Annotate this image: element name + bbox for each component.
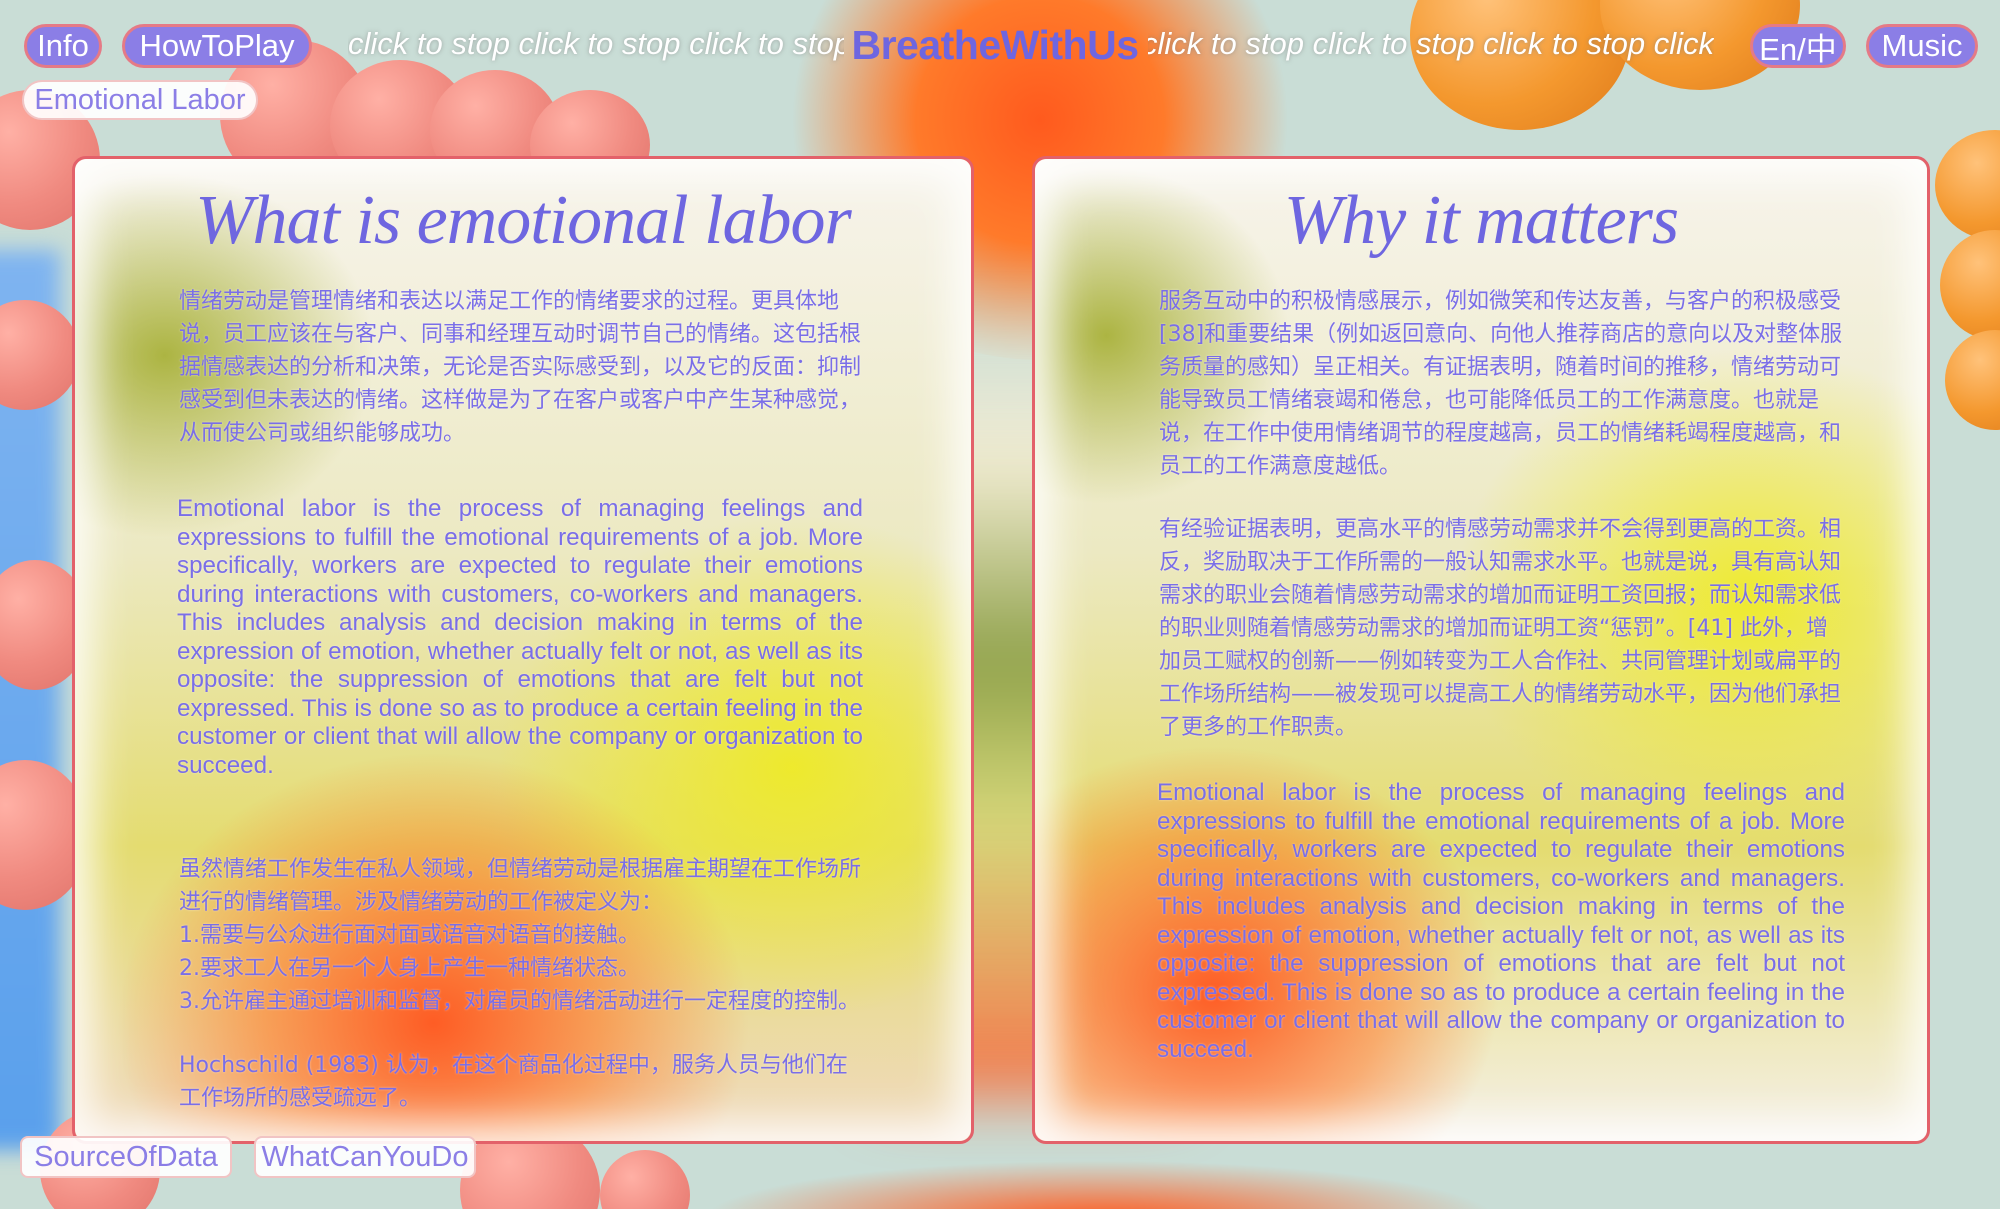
source-of-data-button[interactable]: SourceOfData	[20, 1136, 232, 1178]
why-it-matters-card: Why it matters 服务互动中的积极情感展示，例如微笑和传达友善，与客…	[1032, 156, 1930, 1144]
list-item: 1.需要与公众进行面对面或语音对语音的接触。	[179, 923, 640, 948]
pink-blob	[600, 1150, 690, 1209]
pink-blob	[0, 300, 80, 410]
music-button[interactable]: Music	[1866, 24, 1978, 68]
emotional-labor-button[interactable]: Emotional Labor	[22, 80, 258, 120]
howtoplay-button[interactable]: HowToPlay	[122, 24, 312, 68]
list-item: 2.要求工人在另一个人身上产生一种情绪状态。	[179, 956, 640, 981]
zh-intro-paragraph: 情绪劳动是管理情绪和表达以满足工作的情绪要求的过程。更具体地说，员工应该在与客户…	[179, 289, 862, 446]
brand-title: BreatheWithUs	[851, 22, 1139, 68]
card-gradient	[1035, 159, 1927, 1141]
card-gradient	[75, 159, 971, 1141]
zh-hochschild-paragraph: Hochschild (1983) 认为，在这个商品化过程中，服务人员与他们在工…	[179, 1053, 848, 1111]
zh-paragraph-2: 有经验证据表明，更高水平的情感劳动需求并不会得到更高的工资。相反，奖励取决于工作…	[1159, 517, 1842, 740]
what-can-you-do-button[interactable]: WhatCanYouDo	[254, 1136, 476, 1178]
list-item: 3.允许雇主通过培训和监督，对雇员的情绪活动进行一定程度的控制。	[179, 989, 860, 1014]
job-criteria-list: 1.需要与公众进行面对面或语音对语音的接触。 2.要求工人在另一个人身上产生一种…	[179, 919, 865, 1018]
marquee-click-to-stop-right[interactable]: click to stop click to stop click to sto…	[1148, 26, 1714, 61]
zh-private-paragraph: 虽然情绪工作发生在私人领域，但情绪劳动是根据雇主期望在工作场所进行的情绪管理。涉…	[179, 857, 862, 915]
en-intro-paragraph: Emotional labor is the process of managi…	[177, 495, 863, 779]
info-button[interactable]: Info	[24, 24, 102, 68]
card-title: Why it matters	[1283, 182, 1679, 259]
card-title: What is emotional labor	[195, 182, 852, 259]
orange-ball	[1935, 130, 2000, 240]
bottom-glow	[700, 1160, 1500, 1209]
orange-ball	[1945, 330, 2000, 430]
zh-paragraph-1: 服务互动中的积极情感展示，例如微笑和传达友善，与客户的积极感受[38]和重要结果…	[1159, 289, 1843, 479]
orange-ball	[1940, 230, 2000, 340]
language-toggle-button[interactable]: En/中	[1750, 24, 1846, 68]
en-paragraph: Emotional labor is the process of managi…	[1157, 779, 1845, 1063]
marquee-click-to-stop-left[interactable]: click to stop click to stop click to sto…	[348, 26, 844, 61]
what-is-emotional-labor-card: What is emotional labor 情绪劳动是管理情绪和表达以满足工…	[72, 156, 974, 1144]
